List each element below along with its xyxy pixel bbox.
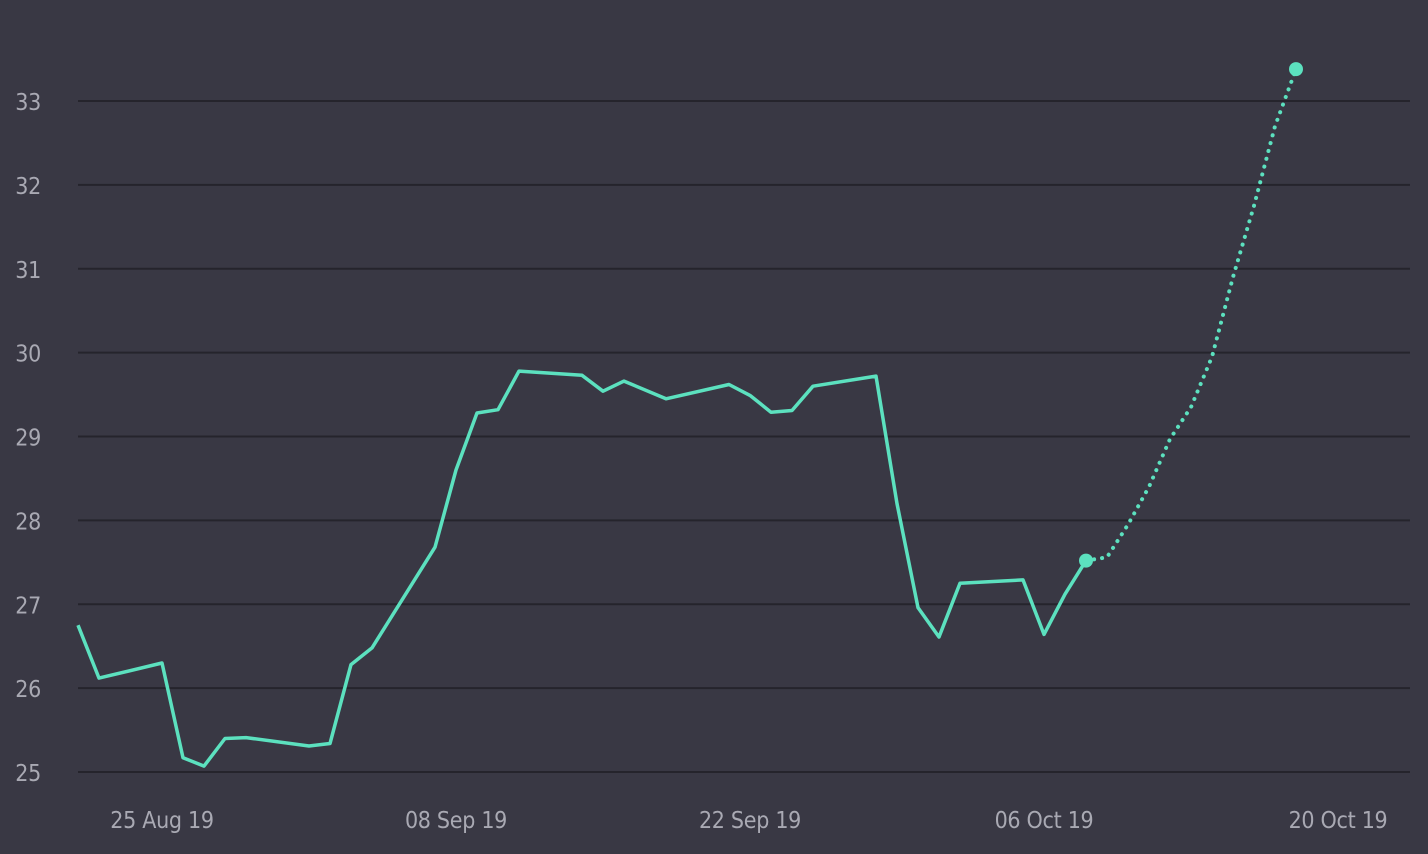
y-axis-tick-labels: 25 26 27 28 29 30 31 32 33: [15, 90, 41, 787]
y-tick-label-31: 31: [15, 258, 41, 284]
y-tick-label-26: 26: [15, 677, 41, 703]
series-line-dotted: [1084, 67, 1298, 563]
x-tick-label-1: 08 Sep 19: [405, 808, 507, 834]
x-tick-label-4: 20 Oct 19: [1289, 808, 1388, 834]
y-tick-label-33: 33: [15, 90, 41, 116]
series-lines: [76, 67, 1298, 768]
series-line-solid: [76, 369, 1088, 768]
point-marker-0: [1079, 553, 1093, 568]
point-marker-1: [1289, 62, 1303, 77]
point-markers: [1079, 62, 1303, 568]
y-tick-label-29: 29: [15, 426, 41, 452]
grid-lines: [78, 100, 1410, 773]
x-tick-label-2: 22 Sep 19: [699, 808, 801, 834]
x-tick-label-0: 25 Aug 19: [110, 808, 214, 834]
y-tick-label-30: 30: [15, 342, 41, 368]
x-axis-tick-labels: 25 Aug 19 08 Sep 19 22 Sep 19 06 Oct 19 20 O…: [110, 808, 1387, 834]
y-tick-label-32: 32: [15, 174, 41, 200]
y-tick-label-25: 25: [15, 761, 41, 787]
x-tick-label-3: 06 Oct 19: [995, 808, 1094, 834]
y-tick-label-28: 28: [15, 509, 41, 535]
y-tick-label-27: 27: [15, 593, 41, 619]
